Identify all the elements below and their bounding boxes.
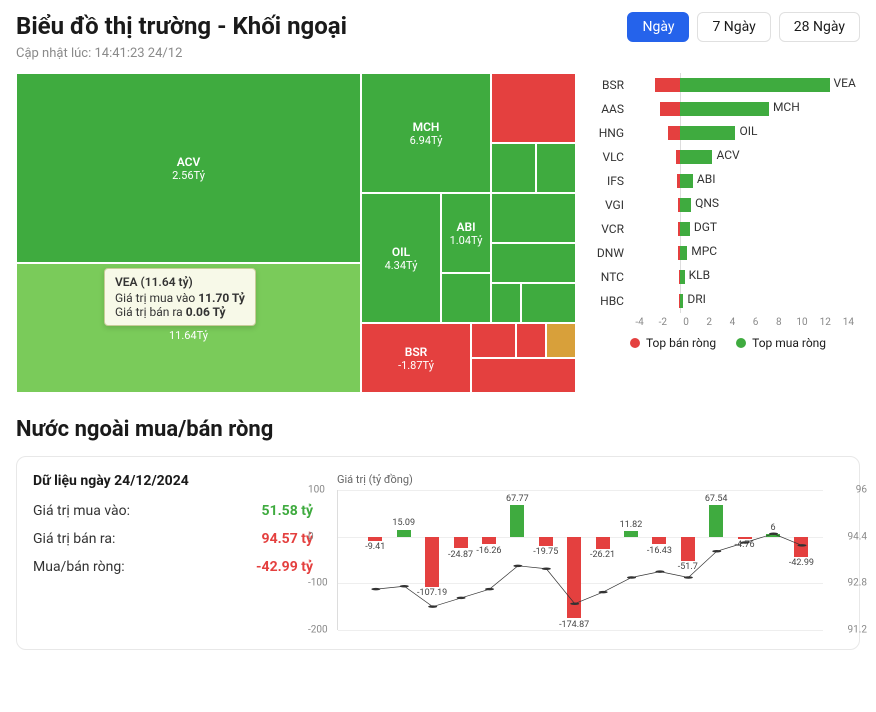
bar-area: QNS	[628, 198, 860, 212]
bar-neg-label: VLC	[596, 150, 628, 164]
bar-pos-label: DGT	[694, 220, 717, 234]
treemap-cell-c10[interactable]	[491, 243, 576, 283]
bar-area: MPC	[628, 246, 860, 260]
bar-row-8: NTC KLB	[596, 265, 860, 289]
treemap-chart[interactable]: ACV2.56TỷVEA11.64TỷMCH6.94TỷOIL4.34TỷABI…	[16, 73, 576, 393]
stat-row-1: Giá trị bán ra:94.57 tỷ	[33, 531, 313, 547]
bar-area: MCH	[628, 102, 860, 116]
bar-pos-label: QNS	[695, 196, 719, 210]
bar-pos-label: ACV	[716, 148, 739, 162]
bar-row-9: HBC DRI	[596, 289, 860, 313]
treemap-cell-ACV[interactable]: ACV2.56Tỷ	[16, 73, 361, 263]
bar-row-6: VCR DGT	[596, 217, 860, 241]
bar-pos-label: MPC	[691, 244, 717, 258]
bar-neg-label: VCR	[596, 222, 628, 236]
stats-date: Dữ liệu ngày 24/12/2024	[33, 473, 313, 489]
bar-row-4: IFS ABI	[596, 169, 860, 193]
bar-pos[interactable]	[680, 150, 713, 164]
bar-legend: Top bán ròng Top mua ròng	[596, 336, 860, 350]
treemap-cell-ABI[interactable]: ABI1.04Tỷ	[441, 193, 491, 273]
bar-area: VEA	[628, 78, 860, 92]
bar-neg[interactable]	[668, 126, 680, 140]
legend-sell-label: Top bán ròng	[646, 336, 716, 350]
treemap-cell-c9[interactable]	[491, 193, 576, 243]
updated-at: Cập nhật lúc: 14:41:23 24/12	[16, 46, 860, 61]
bar-neg[interactable]	[660, 102, 679, 116]
bar-row-1: AAS MCH	[596, 97, 860, 121]
treemap-tooltip: VEA (11.64 tỷ) Giá trị mua vào 11.70 Tỷ …	[104, 268, 256, 326]
treemap-cell-c11[interactable]	[441, 273, 491, 323]
bar-pos[interactable]	[680, 198, 692, 212]
bar-neg-label: IFS	[596, 174, 628, 188]
treemap-cell-c13[interactable]	[521, 283, 576, 323]
section2-title: Nước ngoài mua/bán ròng	[16, 417, 860, 442]
bar-neg-label: AAS	[596, 102, 628, 116]
treemap-cell-BSR[interactable]: BSR-1.87Tỷ	[361, 323, 471, 393]
bar-pos[interactable]	[680, 78, 830, 92]
bar-neg-label: VGI	[596, 198, 628, 212]
stat-row-2: Mua/bán ròng:-42.99 tỷ	[33, 559, 313, 575]
bar-pos[interactable]	[680, 174, 693, 188]
dot-red-icon	[630, 338, 640, 348]
bar-neg-label: DNW	[596, 246, 628, 260]
bar-row-2: HNG OIL	[596, 121, 860, 145]
bar-neg-label: HNG	[596, 126, 628, 140]
bar-area: ACV	[628, 150, 860, 164]
treemap-cell-c6[interactable]	[491, 73, 576, 143]
treemap-cell-c18[interactable]	[471, 358, 576, 393]
bar-pos[interactable]	[680, 270, 685, 284]
period-tabs: Ngày 7 Ngày 28 Ngày	[627, 12, 860, 42]
bar-area: DGT	[628, 222, 860, 236]
bar-area: ABI	[628, 174, 860, 188]
combo-ylabel: Giá trị (tỷ đồng)	[337, 473, 843, 486]
bar-row-3: VLC ACV	[596, 145, 860, 169]
treemap-cell-c17[interactable]	[546, 323, 576, 358]
bar-row-7: DNW MPC	[596, 241, 860, 265]
bar-pos-label: MCH	[773, 100, 800, 114]
page-title: Biểu đồ thị trường - Khối ngoại	[16, 12, 347, 40]
bar-area: KLB	[628, 270, 860, 284]
treemap-cell-MCH[interactable]: MCH6.94Tỷ	[361, 73, 491, 193]
combo-line	[338, 490, 843, 630]
treemap-cell-c12[interactable]	[491, 283, 521, 323]
bar-row-5: VGI QNS	[596, 193, 860, 217]
dot-green-icon	[736, 338, 746, 348]
bar-neg[interactable]	[655, 78, 679, 92]
tab-7day[interactable]: 7 Ngày	[697, 12, 770, 42]
bar-pos-label: DRI	[687, 292, 706, 306]
stats-panel: Dữ liệu ngày 24/12/2024 Giá trị mua vào:…	[33, 473, 313, 587]
bar-area: OIL	[628, 126, 860, 140]
bar-pos-label: VEA	[834, 76, 856, 90]
legend-sell: Top bán ròng	[630, 336, 716, 350]
combo-chart: Giá trị (tỷ đồng) 1000-100-2009694.492.8…	[337, 473, 843, 633]
bar-pos-label: KLB	[689, 268, 710, 282]
bar-pos-label: ABI	[697, 172, 716, 186]
bar-area: DRI	[628, 294, 860, 308]
legend-buy-label: Top mua ròng	[752, 336, 826, 350]
treemap-cell-c8[interactable]	[536, 143, 576, 193]
legend-buy: Top mua ròng	[736, 336, 826, 350]
bar-x-axis: -4-202468101214	[596, 317, 860, 328]
bar-pos[interactable]	[680, 246, 688, 260]
treemap-cell-c15[interactable]	[471, 323, 516, 358]
bar-row-0: BSR VEA	[596, 73, 860, 97]
treemap-cell-c7[interactable]	[491, 143, 536, 193]
bar-pos-label: OIL	[739, 124, 757, 138]
bar-neg-label: HBC	[596, 294, 628, 308]
treemap-cell-OIL[interactable]: OIL4.34Tỷ	[361, 193, 441, 323]
stat-row-0: Giá trị mua vào:51.58 tỷ	[33, 503, 313, 519]
bar-neg-label: NTC	[596, 270, 628, 284]
bar-pos[interactable]	[680, 126, 736, 140]
diverging-bar-chart: BSR VEA AAS MCH HNG OIL VLC ACV IFS	[596, 73, 860, 393]
bar-neg-label: BSR	[596, 78, 628, 92]
bar-pos[interactable]	[680, 294, 684, 308]
bar-pos[interactable]	[680, 222, 690, 236]
tab-28day[interactable]: 28 Ngày	[779, 12, 860, 42]
bar-pos[interactable]	[680, 102, 769, 116]
tab-day[interactable]: Ngày	[627, 12, 689, 42]
treemap-cell-c16[interactable]	[516, 323, 546, 358]
